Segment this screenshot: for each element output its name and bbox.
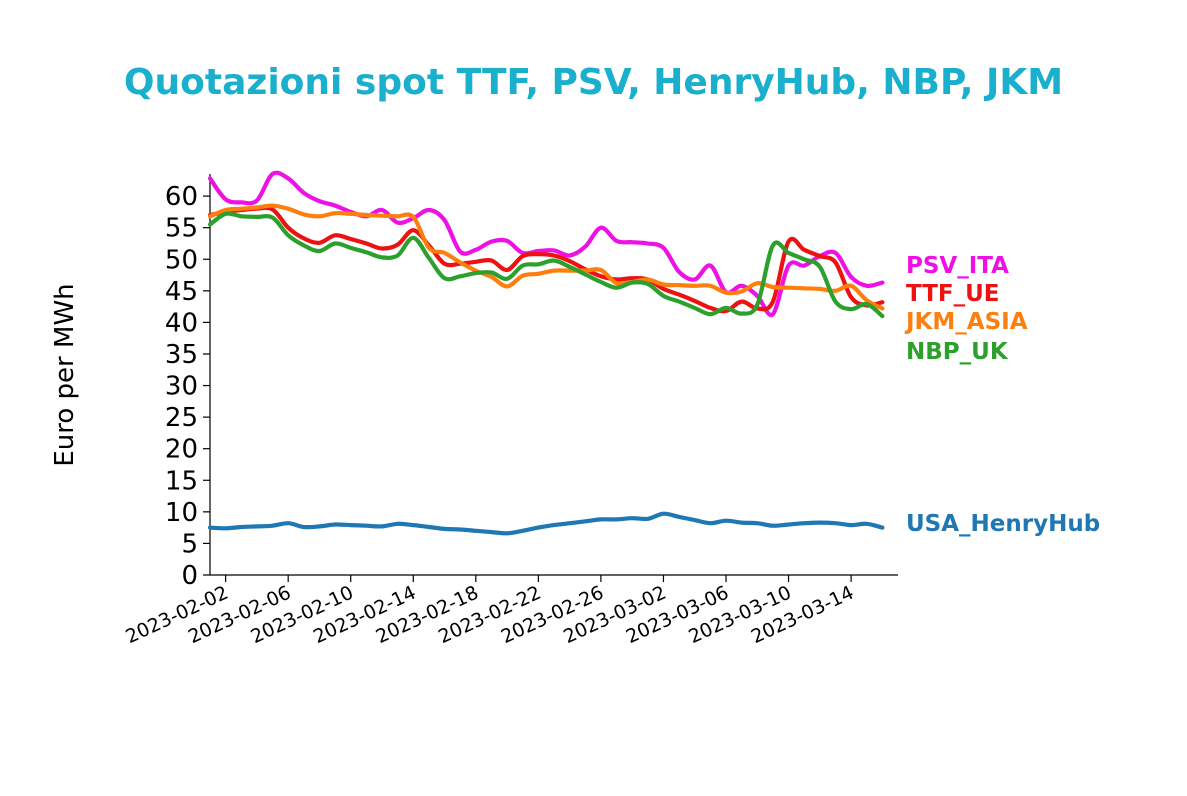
series-label-psv-ita: PSV_ITA: [906, 253, 1009, 279]
y-tick-label: 0: [181, 561, 198, 591]
chart-title: Quotazioni spot TTF, PSV, HenryHub, NBP,…: [123, 62, 1064, 103]
series-label-usa-henryhub: USA_HenryHub: [906, 511, 1100, 537]
y-tick-label: 5: [181, 529, 198, 559]
series-line-usa-henryhub: [207, 511, 885, 536]
series-label-ttf-ue: TTF_UE: [906, 281, 1000, 307]
series-line-ttf-ue: [207, 205, 885, 314]
series-label-jkm-asia: JKM_ASIA: [904, 309, 1028, 335]
y-tick-label: 20: [165, 435, 198, 465]
y-tick-label: 35: [165, 340, 198, 370]
y-tick-label: 15: [165, 466, 198, 496]
y-axis-label: Euro per MWh: [50, 283, 80, 466]
y-tick-label: 30: [165, 372, 198, 402]
series-line-nbp-uk: [207, 211, 885, 319]
y-tick-label: 50: [165, 245, 198, 275]
series-label-nbp-uk: NBP_UK: [906, 339, 1009, 365]
y-tick-label: 45: [165, 277, 198, 307]
y-tick-label: 10: [165, 498, 198, 528]
series-lines: [207, 170, 885, 536]
series-line-psv-ita: [207, 170, 885, 318]
y-tick-label: 60: [165, 182, 198, 212]
y-tick-label: 25: [165, 403, 198, 433]
series-line-jkm-asia: [207, 203, 885, 311]
y-tick-label: 55: [165, 214, 198, 244]
y-tick-label: 40: [165, 308, 198, 338]
